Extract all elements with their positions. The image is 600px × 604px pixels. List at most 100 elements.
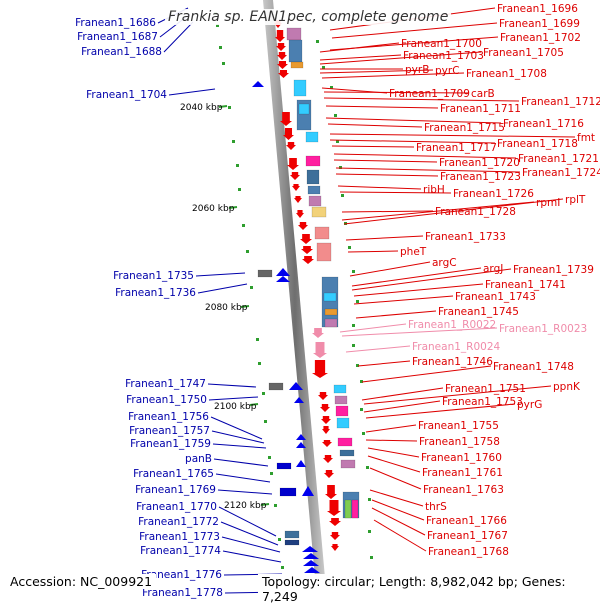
- gene-label-left: Franean1_1770: [136, 501, 217, 513]
- gene-arrow-forward: [322, 440, 332, 447]
- gene-label-right: carB: [471, 88, 495, 100]
- topology-text: Topology: circular; Length: 8,982,042 bp…: [258, 574, 600, 604]
- connector-line: [349, 261, 431, 277]
- gc-dot: [264, 420, 267, 423]
- gene-label-right: Franean1_1720: [439, 157, 520, 169]
- gene-arrow-forward: [330, 532, 340, 540]
- genome-backbone: [263, 0, 327, 600]
- gene-arrow-forward: [277, 52, 287, 60]
- gene-arrow-forward: [331, 544, 339, 551]
- connector-line: [208, 396, 259, 401]
- feature-box: [314, 226, 330, 240]
- gene-label-left: Franean1_1687: [77, 31, 158, 43]
- gene-arrow-forward: [327, 500, 341, 516]
- connector-line: [163, 21, 194, 53]
- gene-label-right: Franean1_1718: [497, 138, 578, 150]
- gene-arrow-forward: [320, 404, 330, 412]
- gene-arrow-forward: [301, 246, 313, 254]
- gene-label-right: Franean1_1712: [521, 96, 600, 108]
- gene-label-right: Franean1_1711: [440, 103, 521, 115]
- gene-label-right: pheT: [400, 246, 427, 258]
- gene-arrow-forward: [286, 142, 296, 150]
- gene-label-right: ppnK: [553, 381, 581, 393]
- gene-label-right: Franean1_1767: [427, 530, 508, 542]
- connector-line: [323, 91, 470, 94]
- connector-line: [365, 403, 516, 419]
- connector-line: [319, 42, 400, 53]
- connector-line: [325, 117, 502, 124]
- gene-label-left: Franean1_1776: [141, 569, 222, 581]
- gene-label-right: Franean1_1724: [522, 167, 600, 179]
- scale-tick: [249, 403, 259, 406]
- feature-box: [276, 462, 292, 470]
- gene-arrow-reverse: [276, 268, 290, 276]
- connector-line: [369, 489, 424, 507]
- gene-label-right: pyrG: [517, 399, 542, 411]
- gc-dot: [368, 498, 371, 501]
- gc-dot: [339, 166, 342, 169]
- gene-labels: Franean1_1686 Franean1_1687 Franean1_1688 F…: [75, 3, 600, 599]
- gene-arrow-forward: [318, 392, 328, 400]
- gene-arrow-reverse: [296, 434, 306, 440]
- gene-arrow-forward: [322, 426, 330, 434]
- feature-boxes: [257, 27, 360, 600]
- gene-label-right: pyrC: [435, 65, 460, 77]
- gene-label-right: Franean1_1755: [418, 420, 499, 432]
- connector-line: [353, 295, 454, 305]
- feature-box: [324, 318, 338, 328]
- feature-box: [335, 405, 349, 417]
- feature-box: [307, 185, 321, 195]
- gc-dot: [268, 456, 271, 459]
- scale-marks: 2040 kbp 2060 kbp 2080 kbp 2100 kbp 2120 kbp: [180, 103, 270, 511]
- connector-line: [363, 385, 552, 405]
- gene-label-left: Franean1_1704: [86, 89, 167, 101]
- gene-label-right: Franean1_1761: [422, 467, 503, 479]
- connector-line: [373, 519, 427, 552]
- gene-arrow-forward: [294, 196, 302, 203]
- gene-label-right: Franean1_R0022: [408, 319, 496, 331]
- gc-dot: [352, 324, 355, 327]
- gc-dot: [370, 556, 373, 559]
- gc-dot: [352, 344, 355, 347]
- connector-line: [211, 430, 265, 444]
- connector-line: [371, 499, 425, 521]
- scale-label: 2060 kbp: [192, 204, 235, 214]
- gene-arrow-forward: [313, 342, 327, 358]
- gene-arrow-forward: [296, 210, 304, 218]
- gene-label-right: Franean1_1743: [455, 291, 536, 303]
- gene-arrow-reverse: [303, 553, 319, 559]
- feature-box: [306, 169, 320, 185]
- gene-arrow-reverse: [296, 460, 306, 467]
- gene-arrow-reverse: [302, 546, 318, 552]
- connector-line: [331, 22, 498, 39]
- feature-box: [298, 103, 310, 115]
- feature-box: [279, 487, 297, 497]
- feature-box: [288, 39, 303, 63]
- connector-line: [329, 133, 576, 138]
- connector-line: [347, 250, 399, 253]
- gene-label-right: Franean1_1748: [493, 361, 574, 373]
- gene-arrows: [252, 20, 341, 598]
- gene-label-right: thrS: [425, 501, 447, 513]
- gene-label-left: Franean1_1736: [115, 287, 196, 299]
- feature-box: [323, 292, 337, 302]
- gene-label-left: Franean1_1773: [139, 531, 220, 543]
- gene-label-right: ribH: [423, 184, 445, 196]
- gene-arrow-reverse: [252, 81, 264, 87]
- scale-tick: [240, 305, 250, 308]
- gene-arrow-reverse: [303, 560, 319, 566]
- gene-label-left: Franean1_1747: [125, 378, 206, 390]
- feature-box: [268, 382, 284, 391]
- feature-box: [308, 195, 322, 207]
- gene-arrow-forward: [329, 518, 341, 526]
- feature-box: [344, 499, 352, 519]
- gc-dot: [258, 362, 261, 365]
- gene-label-right: Franean1_1763: [423, 484, 504, 496]
- gene-arrow-forward: [312, 360, 328, 378]
- gene-arrow-forward: [277, 61, 288, 69]
- connector-line: [212, 443, 267, 449]
- gc-dot: [330, 86, 333, 89]
- feature-box: [305, 155, 321, 167]
- gc-dot: [219, 46, 222, 49]
- gene-label-left: Franean1_1769: [135, 484, 216, 496]
